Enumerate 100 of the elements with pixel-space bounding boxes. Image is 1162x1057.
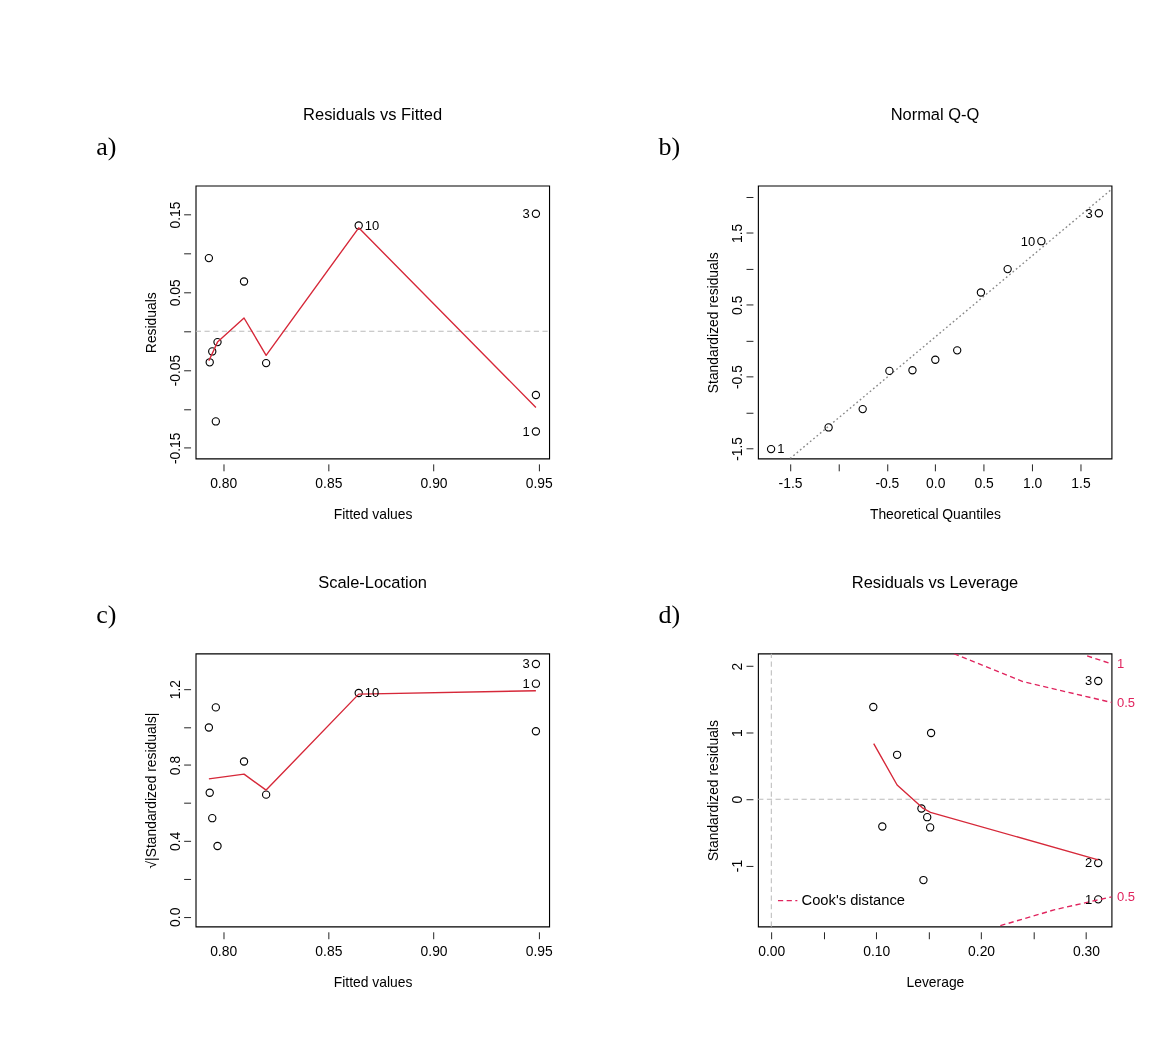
- y-tick-label: 1.2: [166, 679, 183, 700]
- x-tick-label: 0.30: [1072, 942, 1101, 959]
- x-tick-label: 0.95: [525, 942, 554, 959]
- point: [211, 703, 221, 712]
- chart-title: Scale-Location: [318, 572, 428, 591]
- point: [354, 221, 363, 230]
- y-axis-title: √|Standardized residuals|: [142, 712, 159, 869]
- y-axis-title: Standardized residuals: [704, 252, 721, 394]
- point: [892, 750, 902, 760]
- x-axis-title: Theoretical Quantiles: [869, 505, 1001, 522]
- y-tick-label: 0: [729, 795, 746, 804]
- x-tick-label: 1.0: [1022, 474, 1043, 491]
- y-tick-label: -0.15: [166, 432, 183, 465]
- point: [205, 788, 214, 797]
- x-tick-label: 0.80: [210, 474, 238, 491]
- y-tick-label: -0.05: [166, 354, 183, 387]
- y-tick-label: 0.0: [166, 907, 183, 927]
- annotation: 0.5: [1116, 889, 1135, 905]
- point: [917, 804, 926, 813]
- point: [354, 688, 363, 698]
- x-tick-label: -1.5: [778, 474, 803, 491]
- point: [531, 727, 541, 736]
- y-tick-label: 0.5: [729, 295, 746, 315]
- point: [1094, 858, 1103, 868]
- text: c): [96, 599, 117, 629]
- x-tick-label: 0.20: [968, 942, 996, 959]
- y-tick-label: 1.5: [729, 223, 746, 244]
- point: [766, 444, 776, 454]
- y-tick-label: 0.05: [166, 278, 183, 307]
- y-tick-label: -1: [729, 859, 746, 873]
- point: [531, 659, 541, 669]
- annotation: 10: [1020, 233, 1036, 249]
- chart-title: Residuals vs Leverage: [851, 572, 1019, 591]
- point: [261, 358, 271, 368]
- text: b): [658, 131, 681, 161]
- point: [925, 823, 935, 832]
- y-tick-label: -1.5: [729, 436, 746, 461]
- point: [1003, 264, 1012, 274]
- x-axis-title: Fitted values: [333, 505, 413, 522]
- point: [908, 366, 917, 375]
- annotation: 10: [364, 217, 380, 233]
- text: d): [658, 599, 681, 629]
- legend-label: Cook's distance: [801, 892, 905, 908]
- point: [531, 390, 541, 400]
- y-tick-label: 0.4: [166, 831, 183, 851]
- y-tick-label: 0.8: [166, 755, 183, 776]
- point: [239, 757, 249, 766]
- line-series: [208, 690, 537, 791]
- annotation: 1: [1084, 891, 1093, 907]
- x-tick-label: 1.5: [1071, 474, 1091, 491]
- x-tick-label: 0.90: [420, 942, 448, 959]
- x-tick-label: 0.85: [315, 474, 343, 491]
- point: [1094, 895, 1103, 904]
- point: [204, 723, 214, 732]
- y-axis-title: Standardized residuals: [704, 720, 721, 862]
- point: [953, 346, 962, 355]
- point: [213, 841, 222, 851]
- point: [1094, 676, 1103, 686]
- point: [208, 813, 217, 823]
- annotation: 1: [522, 423, 530, 439]
- y-tick-label: 1: [729, 728, 746, 737]
- point: [204, 253, 214, 263]
- point: [919, 875, 928, 885]
- x-tick-label: 0.85: [315, 942, 343, 959]
- y-tick-label: 0.15: [166, 201, 183, 229]
- point: [531, 209, 541, 218]
- point: [878, 822, 887, 831]
- annotation: 3: [1085, 205, 1093, 221]
- point: [211, 417, 221, 426]
- point: [1094, 209, 1104, 218]
- x-tick-label: 0.90: [420, 474, 448, 491]
- point: [531, 427, 541, 436]
- point: [208, 347, 217, 356]
- text: a): [96, 131, 117, 161]
- x-tick-label: 0.5: [974, 474, 995, 491]
- point: [976, 288, 986, 297]
- point: [885, 366, 894, 376]
- x-axis-title: Fitted values: [333, 973, 413, 990]
- point: [824, 423, 833, 432]
- point: [858, 404, 867, 414]
- y-tick-label: 2: [729, 662, 746, 671]
- annotation: 1: [777, 441, 785, 457]
- y-axis-title: Residuals: [142, 292, 159, 354]
- point: [926, 728, 936, 738]
- annotation: 3: [522, 206, 530, 222]
- x-tick-label: 0.95: [525, 474, 554, 491]
- x-tick-label: 0.10: [863, 942, 891, 959]
- x-tick-label: 0.80: [210, 942, 238, 959]
- point: [1037, 236, 1046, 246]
- point: [213, 337, 222, 347]
- chart-title: Residuals vs Fitted: [303, 104, 443, 123]
- annotation: 3: [1084, 673, 1093, 689]
- annotation: 3: [522, 656, 530, 672]
- chart-title: Normal Q-Q: [890, 104, 980, 123]
- point: [923, 812, 932, 822]
- point: [261, 790, 271, 799]
- x-tick-label: 0.00: [758, 942, 786, 959]
- x-axis-title: Leverage: [906, 973, 965, 990]
- annotation: 1: [522, 676, 530, 692]
- x-tick-label: -0.5: [875, 474, 900, 491]
